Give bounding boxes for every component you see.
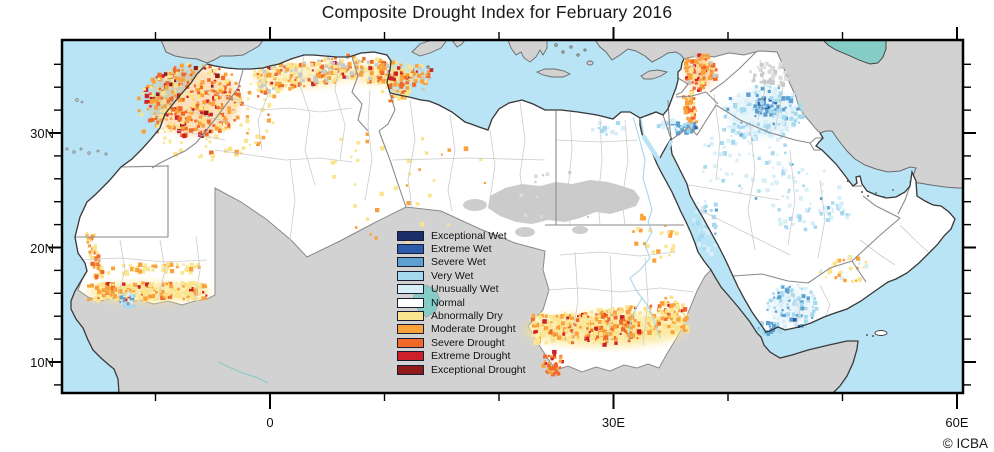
legend-item: Exceptional Wet	[397, 229, 526, 242]
legend-item: Abnormally Dry	[397, 309, 526, 322]
legend-item: Unusually Wet	[397, 283, 526, 296]
legend-label: Extreme Wet	[431, 243, 492, 256]
legend-swatch	[397, 297, 424, 308]
lon-axis-label: 30E	[601, 415, 626, 430]
legend-label: Normal	[431, 296, 465, 309]
legend-label: Extreme Drought	[431, 350, 511, 363]
legend-swatch	[397, 257, 424, 268]
legend-item: Moderate Drought	[397, 323, 526, 336]
index-raster-speckles	[85, 53, 869, 377]
legend-swatch	[397, 284, 424, 295]
map-frame	[60, 38, 965, 395]
lat-axis-label: 30N	[30, 126, 54, 141]
legend-swatch	[397, 324, 424, 335]
coastlines	[70, 51, 956, 393]
country-borders	[75, 51, 911, 284]
nile-river	[629, 116, 661, 339]
legend-label: Unusually Wet	[431, 283, 499, 296]
lat-axis-label: 20N	[30, 240, 54, 256]
legend-swatch	[397, 364, 424, 375]
mediterranean-islands	[411, 40, 669, 80]
legend-swatch	[397, 351, 424, 362]
legend-swatch	[397, 337, 424, 348]
niger-river	[217, 361, 269, 384]
axis-ticks	[49, 27, 976, 409]
socotra-island	[874, 330, 888, 336]
legend-label: Exceptional Wet	[431, 229, 507, 242]
iberia-landmass	[160, 40, 264, 64]
legend-swatch	[397, 244, 424, 255]
legend-item: Severe Wet	[397, 256, 526, 269]
legend-label: Severe Wet	[431, 256, 486, 269]
lon-axis-label: 0	[266, 415, 274, 430]
legend-item: Normal	[397, 296, 526, 309]
legend-label: Very Wet	[431, 269, 474, 282]
legend-item: Exceptional Drought	[397, 363, 526, 376]
attribution: © ICBA	[942, 436, 988, 451]
legend-label: Abnormally Dry	[431, 310, 503, 323]
atlantic-islands	[65, 98, 108, 156]
admin-boundaries	[77, 54, 929, 346]
missing-data-area	[463, 180, 640, 237]
legend-item: Severe Drought	[397, 336, 526, 349]
legend-item: Extreme Drought	[397, 350, 526, 363]
legend-label: Exceptional Drought	[431, 363, 526, 376]
gulf-islands	[846, 179, 894, 337]
legend-item: Extreme Wet	[397, 242, 526, 255]
legend-item: Very Wet	[397, 269, 526, 282]
lon-axis-label: 60E	[945, 415, 969, 430]
white-nile	[627, 297, 643, 341]
map-legend: Exceptional Wet Extreme Wet Severe Wet Very…	[397, 229, 526, 376]
legend-swatch	[397, 311, 424, 322]
legend-swatch	[397, 270, 424, 281]
suez-aqaba-gulfs	[640, 118, 673, 165]
lat-axis-label: 10N	[30, 355, 54, 370]
page-title: Composite Drought Index for February 201…	[321, 2, 673, 22]
legend-label: Moderate Drought	[431, 323, 516, 336]
legend-label: Severe Drought	[431, 336, 505, 349]
legend-swatch	[397, 230, 424, 241]
caspian-sea	[822, 40, 887, 65]
